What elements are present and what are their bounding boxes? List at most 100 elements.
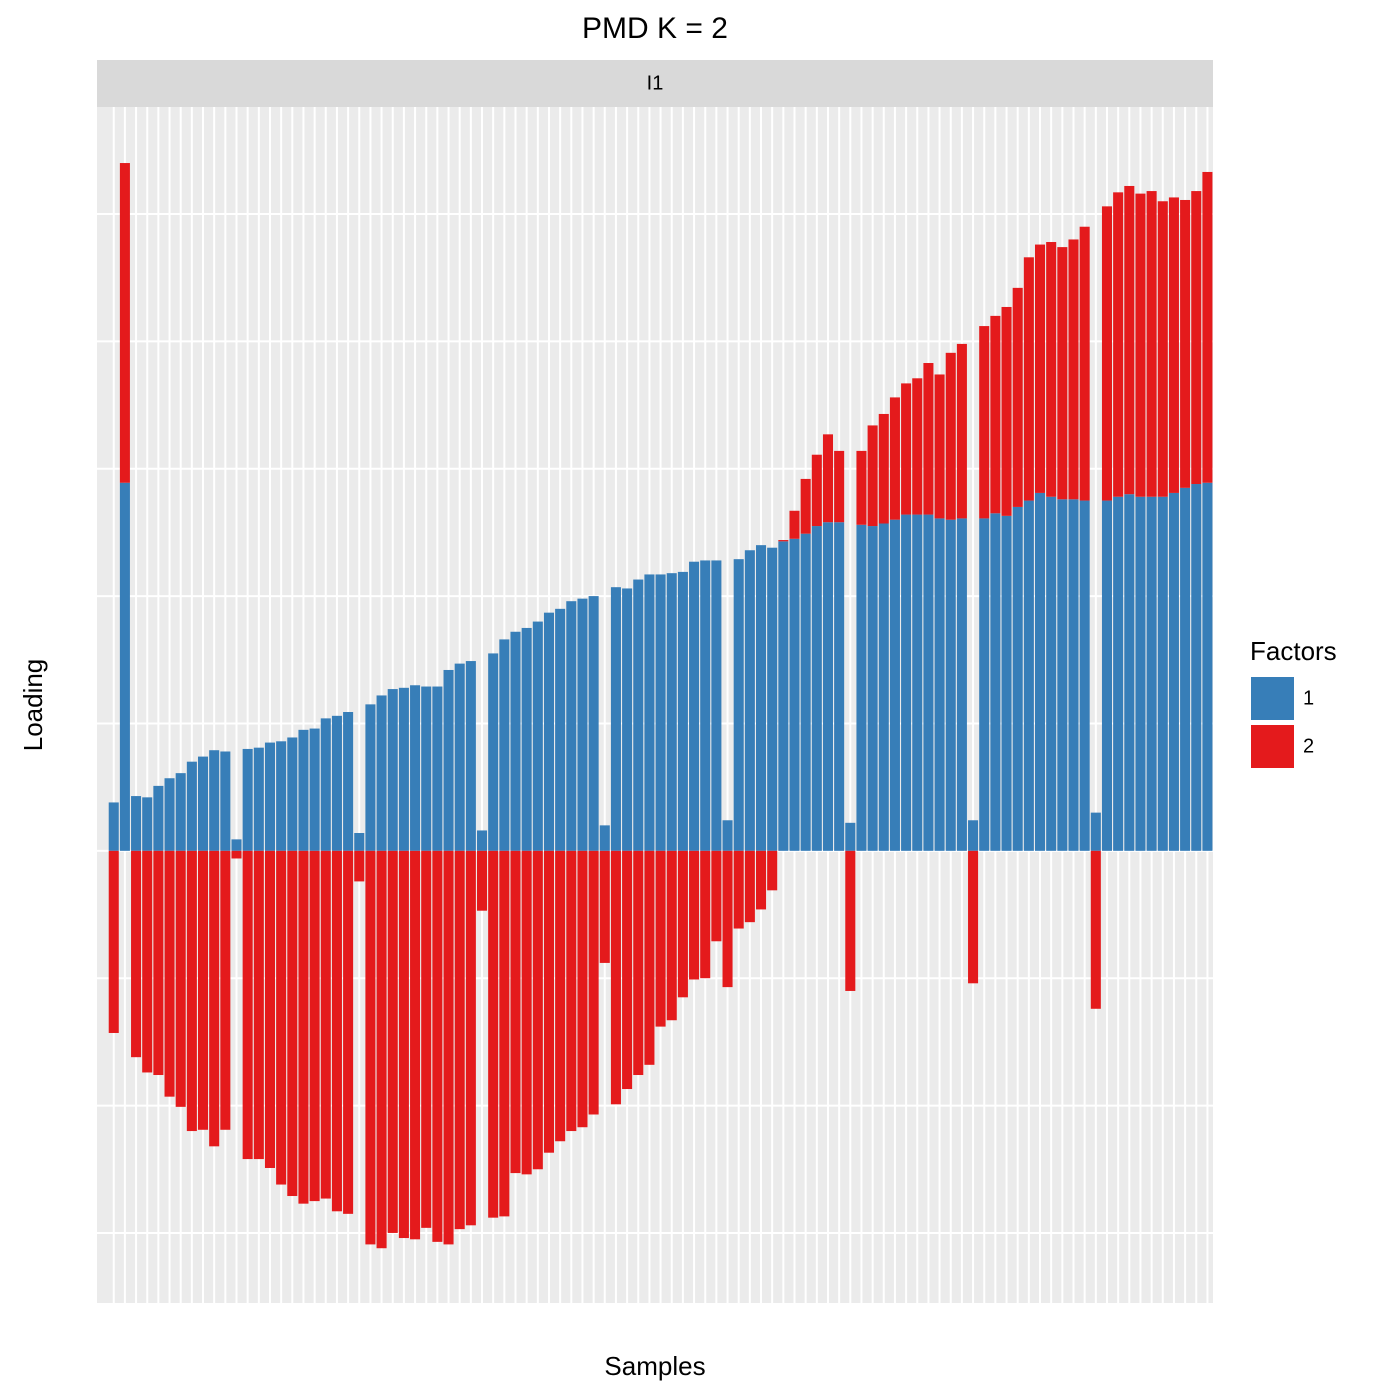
bar xyxy=(186,850,197,1132)
bar xyxy=(800,478,811,534)
bar xyxy=(287,737,298,851)
bar xyxy=(1079,226,1090,501)
bar xyxy=(577,850,588,1128)
bar xyxy=(1101,206,1113,501)
bar xyxy=(923,514,934,851)
bar xyxy=(878,413,889,524)
bar xyxy=(622,850,633,1090)
bar xyxy=(1113,496,1124,851)
bar xyxy=(1202,482,1213,851)
bar xyxy=(1157,496,1168,851)
bar xyxy=(789,538,800,851)
bar xyxy=(410,850,421,1240)
bar xyxy=(1023,257,1034,501)
bar xyxy=(677,850,688,998)
bar xyxy=(934,518,945,851)
bar xyxy=(588,596,599,851)
bar xyxy=(945,519,956,851)
bar xyxy=(387,850,398,1233)
bar xyxy=(979,518,990,851)
bar xyxy=(1001,515,1012,851)
bar xyxy=(175,850,186,1107)
bar xyxy=(889,519,900,851)
bar xyxy=(867,425,878,527)
bar xyxy=(398,687,409,851)
bar xyxy=(376,850,387,1249)
bar xyxy=(242,850,253,1160)
bar xyxy=(733,850,744,929)
bar xyxy=(387,689,398,851)
bar xyxy=(1023,500,1034,851)
bar xyxy=(834,522,845,851)
bar xyxy=(1180,199,1191,488)
bar xyxy=(789,510,800,539)
bar xyxy=(264,850,276,1168)
bar xyxy=(1046,242,1057,497)
bar xyxy=(889,397,900,520)
bar xyxy=(633,579,644,851)
facet-strip xyxy=(97,60,1213,107)
bar xyxy=(543,850,555,1153)
bar xyxy=(1146,496,1157,851)
bar xyxy=(845,822,856,851)
bar xyxy=(231,850,242,859)
bar xyxy=(454,850,465,1230)
bar xyxy=(186,761,197,851)
bar xyxy=(689,850,700,980)
bar xyxy=(834,450,845,523)
bar xyxy=(700,560,711,851)
bar xyxy=(666,850,677,1021)
bar xyxy=(1057,247,1068,500)
bar xyxy=(711,560,722,851)
plot-panel xyxy=(97,107,1213,1303)
bar xyxy=(968,820,979,851)
bar xyxy=(521,850,532,1175)
bar xyxy=(142,797,153,851)
bar xyxy=(912,514,923,851)
bar xyxy=(778,541,789,851)
bar xyxy=(811,454,822,527)
bar xyxy=(488,850,499,1218)
bar xyxy=(164,778,175,851)
bar xyxy=(767,547,778,851)
bar xyxy=(990,513,1001,851)
bar xyxy=(153,850,164,1076)
bar xyxy=(465,850,476,1226)
bar xyxy=(1046,496,1057,851)
bar xyxy=(320,850,331,1199)
bar xyxy=(733,559,744,851)
bar xyxy=(197,850,209,1130)
bar xyxy=(856,450,867,525)
bar xyxy=(209,850,220,1147)
bar xyxy=(331,850,342,1212)
bar xyxy=(220,751,231,851)
bar xyxy=(778,540,789,542)
bar xyxy=(867,526,878,851)
bar xyxy=(465,661,476,851)
bar xyxy=(287,850,298,1197)
facet-label: I1 xyxy=(647,72,664,94)
bar xyxy=(276,741,287,851)
bar xyxy=(320,718,331,851)
bar xyxy=(376,695,387,851)
bar xyxy=(410,685,421,851)
bar xyxy=(298,850,309,1204)
bar xyxy=(800,533,811,851)
bar xyxy=(432,850,443,1242)
bar xyxy=(722,850,733,988)
bar xyxy=(153,785,164,851)
bar xyxy=(1180,487,1191,851)
bar xyxy=(767,850,778,891)
bar xyxy=(700,850,711,979)
bar xyxy=(365,704,376,851)
bar xyxy=(555,850,566,1142)
bar xyxy=(197,756,209,851)
bar xyxy=(421,850,432,1228)
bar xyxy=(443,669,454,851)
bar xyxy=(209,750,220,851)
bar xyxy=(755,545,767,851)
bar xyxy=(242,748,253,851)
bar xyxy=(901,514,912,851)
legend-label: 1 xyxy=(1303,687,1314,709)
bar xyxy=(108,802,119,851)
